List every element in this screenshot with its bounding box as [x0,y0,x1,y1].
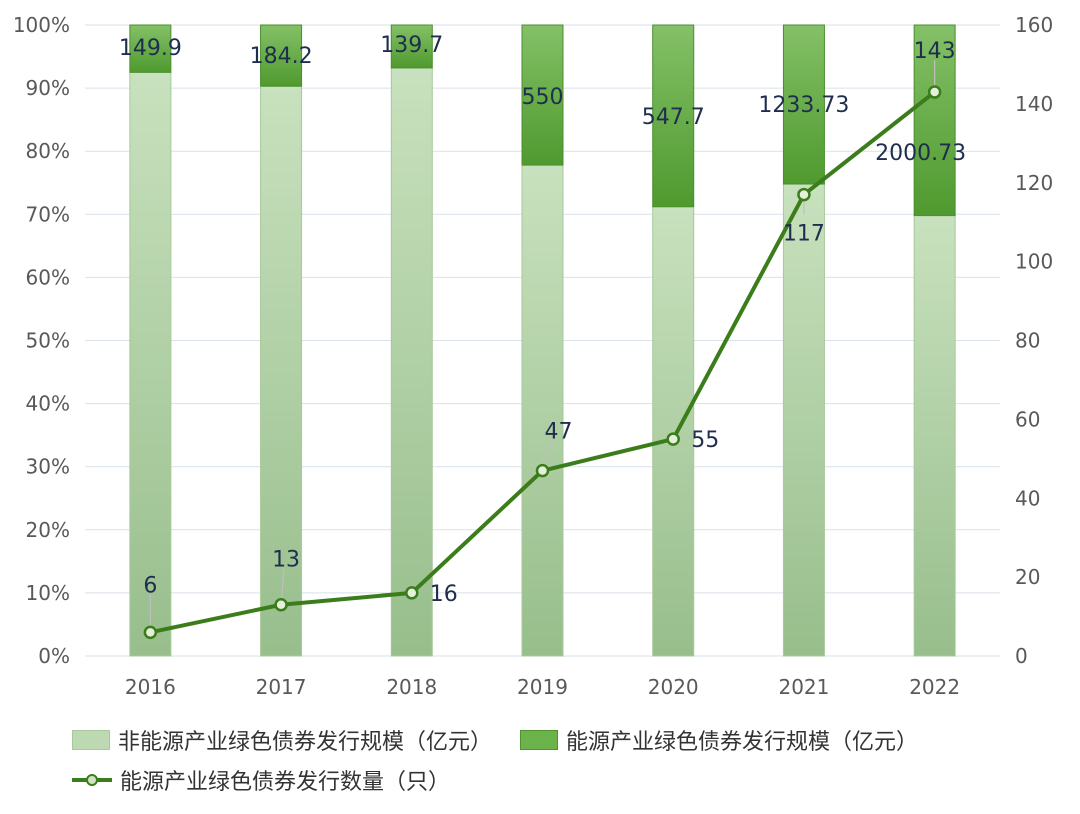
count-point [535,463,550,478]
y-left-tick-label: 50% [26,329,70,353]
legend-swatch-non-energy [72,730,110,750]
bar-energy [782,24,825,185]
y-right-tick-label: 140 [1015,92,1053,116]
y-left-tick-label: 0% [38,644,70,668]
bar-energy [390,24,433,69]
bar-data-label: 2000.73 [875,141,966,166]
chart-svg: 0% 10% 20% 30% 40% 50% 60% 70% 80% 90% 100% 0 20 40 60… [13,13,1053,699]
count-data-label: 55 [691,428,719,453]
x-tick-label: 2019 [517,675,568,699]
bar-data-label: 184.2 [250,44,313,69]
count-data-label: 47 [545,420,573,445]
axes: 0% 10% 20% 30% 40% 50% 60% 70% 80% 90% 100% 0 20 40 60… [13,13,1053,699]
count-data-label: 117 [783,222,825,247]
bar-non-energy [390,67,433,657]
bar-data-label: 550 [522,85,564,110]
y-left-tick-label: 20% [26,518,70,542]
bar-energy [521,24,564,166]
x-tick-label: 2020 [648,675,699,699]
bar-non-energy [129,71,172,657]
bar-non-energy [521,164,564,657]
y-right-tick-label: 100 [1015,250,1053,274]
y-left-tick-label: 10% [26,581,70,605]
legend-label-energy: 能源产业绿色债券发行规模（亿元） [566,730,919,755]
y-left-tick-label: 80% [26,139,70,163]
bar-energy [129,24,172,73]
y-right-tick-label: 160 [1015,13,1053,37]
count-data-label: 6 [143,573,157,598]
count-data-label: 16 [430,582,458,607]
bar-non-energy [782,183,825,657]
y-right-tick-label: 80 [1015,329,1040,353]
legend-label-count: 能源产业绿色债券发行数量（只） [120,770,451,795]
y-left-tick-label: 30% [26,455,70,479]
bar-energy [652,24,695,208]
legend-item-count: 能源产业绿色债券发行数量（只） [72,764,450,796]
y-left-tick-label: 60% [26,265,70,289]
y-right-tick-label: 120 [1015,171,1053,195]
legend-item-energy: 能源产业绿色债券发行规模（亿元） [520,724,918,756]
y-right-tick-label: 0 [1015,644,1028,668]
bar-data-label: 547.7 [642,105,705,130]
count-point [274,597,288,612]
y-right-tick-label: 40 [1015,486,1040,510]
bar-data-label: 149.9 [119,36,182,61]
legend-label-non-energy: 非能源产业绿色债券发行规模（亿元） [118,730,493,755]
y-left-tick-label: 100% [13,13,70,37]
data-labels: 149.9 184.2 139.7 550 547.7 1233.73 2000.73 6 13… [119,33,966,607]
line-series [143,60,942,640]
y-left-tick-label: 40% [26,392,70,416]
bars [129,24,956,657]
bar-data-label: 1233.73 [758,93,849,118]
count-point [666,432,680,446]
bar-energy [260,24,303,87]
legend-swatch-energy [520,730,559,750]
legend-swatch-count [72,771,112,789]
count-point [927,85,942,99]
count-data-label: 143 [914,39,956,64]
x-tick-label: 2022 [909,675,960,699]
bar-energy [913,24,956,217]
bar-non-energy [913,215,956,657]
bar-non-energy [652,206,695,657]
count-point [143,625,158,640]
legend-item-non-energy: 非能源产业绿色债券发行规模（亿元） [72,724,492,756]
count-point [405,586,419,600]
bar-data-label: 139.7 [380,33,443,58]
y-left-tick-label: 70% [26,202,70,226]
count-data-label: 13 [272,548,300,573]
count-point [797,187,811,202]
x-tick-label: 2016 [125,675,176,699]
x-tick-label: 2017 [256,675,307,699]
legend: 非能源产业绿色债券发行规模（亿元） 能源产业绿色债券发行规模（亿元） 能源产业绿… [72,720,1052,800]
y-right-tick-label: 60 [1015,407,1040,431]
bar-non-energy [260,85,303,657]
y-right-tick-label: 20 [1015,565,1040,589]
x-tick-label: 2021 [778,675,829,699]
y-left-tick-label: 90% [26,76,70,100]
x-tick-label: 2018 [386,675,437,699]
